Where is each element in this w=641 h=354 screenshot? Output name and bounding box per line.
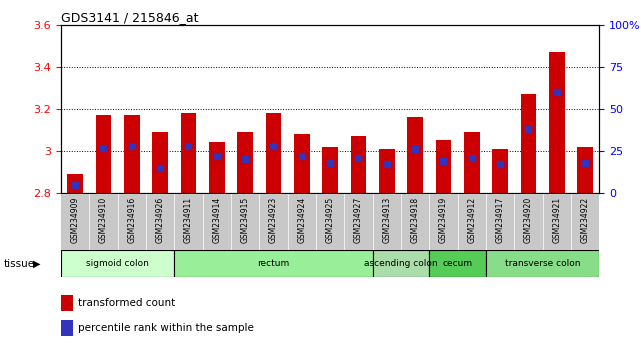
Bar	[486, 250, 599, 277]
Text: GSM234917: GSM234917	[495, 196, 504, 243]
Text: ascending colon: ascending colon	[364, 259, 438, 268]
Text: GSM234913: GSM234913	[382, 196, 391, 243]
Bar	[237, 132, 253, 193]
Bar	[96, 115, 111, 193]
Text: rectum: rectum	[257, 259, 290, 268]
Bar	[578, 147, 593, 193]
Text: GSM234923: GSM234923	[269, 196, 278, 243]
Text: GSM234919: GSM234919	[439, 196, 448, 243]
Text: GSM234927: GSM234927	[354, 196, 363, 243]
Bar	[153, 132, 168, 193]
Text: GSM234912: GSM234912	[467, 196, 476, 242]
Bar	[436, 141, 451, 193]
Bar	[520, 94, 537, 193]
Bar	[322, 147, 338, 193]
Bar	[124, 115, 140, 193]
Bar	[67, 174, 83, 193]
Bar	[372, 250, 429, 277]
Text: GSM234920: GSM234920	[524, 196, 533, 243]
Bar	[209, 143, 224, 193]
Text: GSM234924: GSM234924	[297, 196, 306, 243]
Bar	[407, 117, 423, 193]
Text: transformed count: transformed count	[78, 298, 176, 308]
Text: percentile rank within the sample: percentile rank within the sample	[78, 323, 254, 333]
Text: ▶: ▶	[33, 258, 41, 269]
Bar	[61, 295, 73, 311]
Bar	[181, 113, 196, 193]
Bar	[379, 149, 395, 193]
Bar	[351, 136, 366, 193]
Bar	[265, 113, 281, 193]
Text: GSM234909: GSM234909	[71, 196, 79, 243]
Text: tissue: tissue	[3, 258, 35, 269]
Text: transverse colon: transverse colon	[505, 259, 580, 268]
Text: sigmoid colon: sigmoid colon	[86, 259, 149, 268]
Bar	[174, 250, 372, 277]
Text: GDS3141 / 215846_at: GDS3141 / 215846_at	[61, 11, 199, 24]
Bar	[464, 132, 479, 193]
Text: GSM234910: GSM234910	[99, 196, 108, 243]
Bar	[429, 250, 486, 277]
Bar	[492, 149, 508, 193]
Text: GSM234914: GSM234914	[212, 196, 221, 243]
Bar	[61, 320, 73, 336]
Text: GSM234918: GSM234918	[411, 196, 420, 242]
Text: GSM234916: GSM234916	[128, 196, 137, 243]
Text: GSM234925: GSM234925	[326, 196, 335, 243]
Text: cecum: cecum	[442, 259, 472, 268]
Bar	[549, 52, 565, 193]
Text: GSM234915: GSM234915	[240, 196, 249, 243]
Text: GSM234922: GSM234922	[581, 196, 590, 242]
Text: GSM234926: GSM234926	[156, 196, 165, 243]
Text: GSM234911: GSM234911	[184, 196, 193, 242]
Bar	[294, 134, 310, 193]
Bar	[61, 250, 174, 277]
Text: GSM234921: GSM234921	[553, 196, 562, 242]
